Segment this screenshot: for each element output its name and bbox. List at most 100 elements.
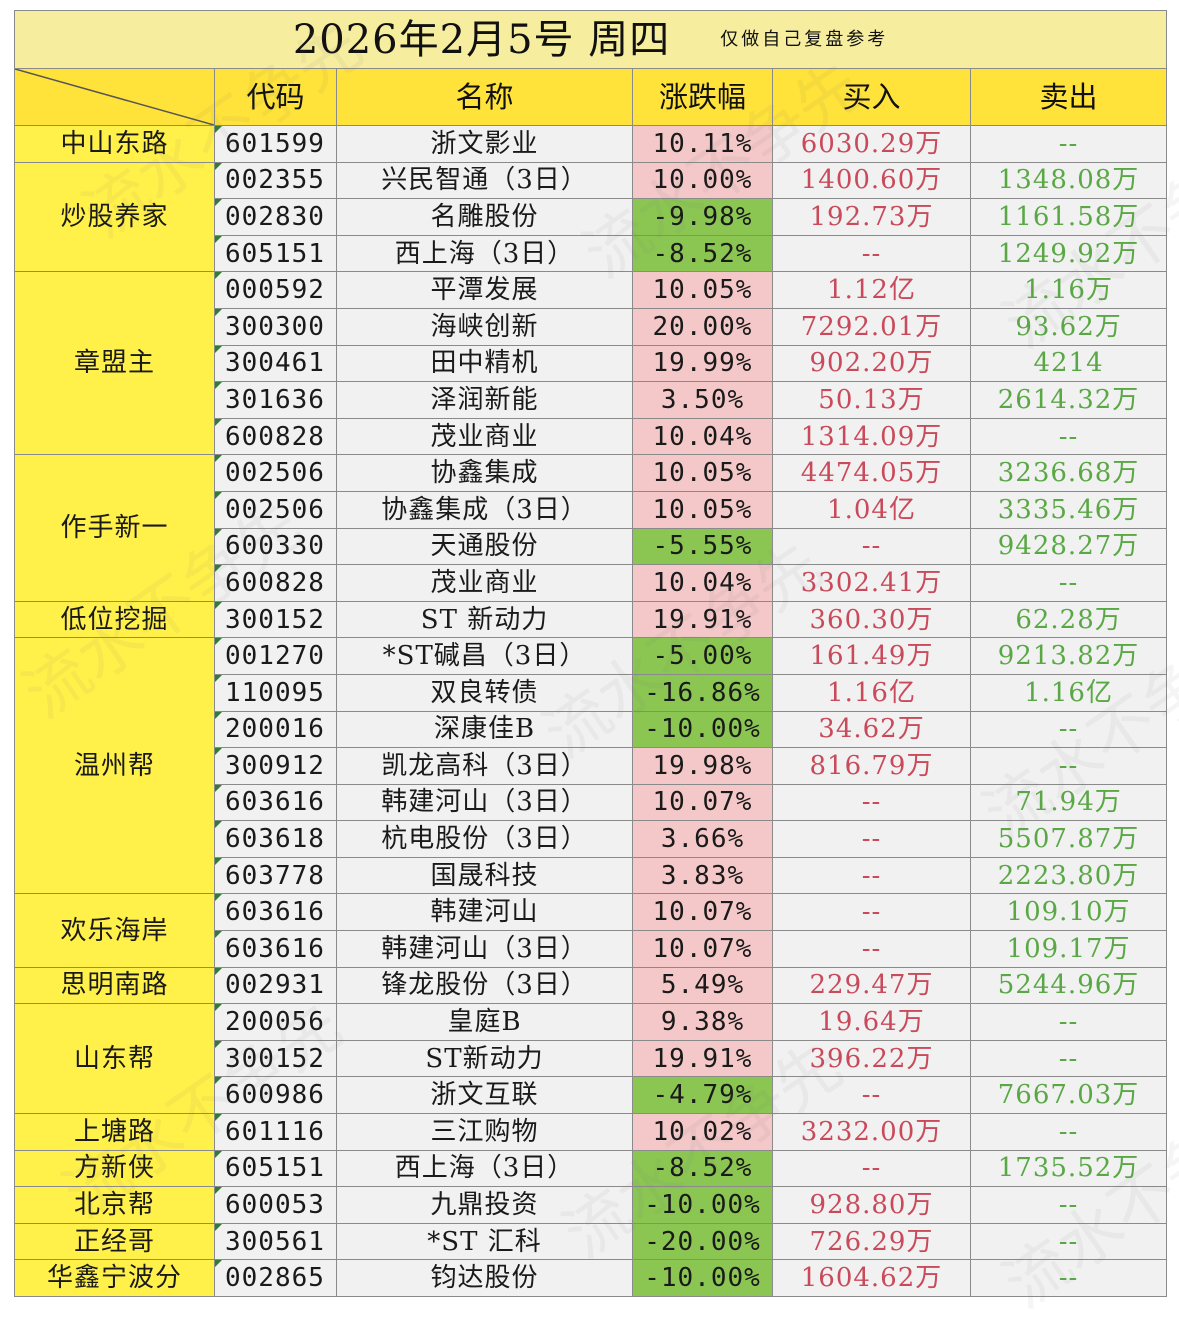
group-name-cell: 章盟主 (14, 271, 215, 456)
code-cell: 300152 (214, 1039, 337, 1078)
sell-amount-cell: -- (969, 1113, 1168, 1151)
code-cell: 605151 (214, 234, 337, 273)
stock-name-cell: 双良转债 (336, 673, 633, 712)
buy-amount-cell: 816.79万 (772, 747, 971, 785)
table-row: 002830 名雕股份 -9.98% 192.73万 1161.58万 (15, 198, 1168, 236)
sell-amount-cell: 1.16亿 (969, 673, 1168, 712)
sell-amount-cell: 9213.82万 (969, 637, 1168, 675)
buy-amount-cell: 1314.09万 (772, 417, 971, 456)
sell-amount-cell: -- (969, 710, 1168, 749)
code-cell: 300912 (214, 747, 337, 785)
buy-amount-cell: -- (772, 527, 971, 566)
change-cell: 20.00% (632, 307, 773, 346)
stock-name-cell: 锋龙股份（3日） (336, 966, 633, 1005)
stock-name-cell: 浙文影业 (336, 125, 633, 163)
stock-name-cell: 海峡创新 (336, 307, 633, 346)
group-name-cell: 北京帮 (14, 1186, 215, 1224)
stock-name-cell: 国晟科技 (336, 856, 633, 895)
buy-amount-cell: 6030.29万 (772, 125, 971, 163)
table-row: 603616 韩建河山（3日） 10.07% -- 109.17万 (15, 930, 1168, 968)
sell-amount-cell: 1348.08万 (969, 161, 1168, 200)
header-code: 代码 (214, 68, 337, 126)
code-cell: 603616 (214, 930, 337, 968)
table-row: 山东帮 200056 皇庭B 9.38% 19.64万 -- (14, 1003, 1168, 1115)
table-row: 思明南路 002931 锋龙股份（3日） 5.49% 229.47万 5244.96万 (14, 966, 1168, 1005)
sell-amount-cell: -- (969, 417, 1168, 456)
code-cell: 002830 (214, 198, 337, 236)
sell-amount-cell: 1.16万 (969, 271, 1168, 309)
group-name-cell: 温州帮 (14, 637, 215, 895)
table-row: 603618 杭电股份（3日） 3.66% -- 5507.87万 (15, 820, 1168, 858)
table-row: 300152 ST新动力 19.91% 396.22万 -- (15, 1039, 1168, 1078)
stock-name-cell: 西上海（3日） (336, 234, 633, 273)
group-name-cell: 炒股养家 (14, 161, 215, 273)
buy-amount-cell: -- (772, 783, 971, 822)
stock-name-cell: ST新动力 (336, 1039, 633, 1078)
code-cell: 601599 (214, 125, 337, 163)
group-name-cell: 低位挖掘 (14, 600, 215, 639)
sell-amount-cell: -- (969, 1186, 1168, 1224)
buy-amount-cell: 902.20万 (772, 344, 971, 383)
stock-name-cell: 协鑫集成（3日） (336, 490, 633, 529)
change-cell: -10.00% (632, 710, 773, 749)
stock-name-cell: 天通股份 (336, 527, 633, 566)
change-cell: 19.99% (632, 344, 773, 383)
table-row: 600828 茂业商业 10.04% 1314.09万 -- (15, 417, 1168, 456)
code-cell: 002506 (214, 454, 337, 492)
buy-amount-cell: 3302.41万 (772, 564, 971, 602)
buy-amount-cell: 396.22万 (772, 1039, 971, 1078)
sell-amount-cell: 71.94万 (969, 783, 1168, 822)
buy-amount-cell: 726.29万 (772, 1222, 971, 1261)
change-cell: 3.66% (632, 820, 773, 858)
change-cell: 10.11% (632, 125, 773, 163)
sheet-title: 2026年2月5号 周四 (292, 16, 671, 63)
stock-name-cell: ST 新动力 (336, 600, 633, 639)
code-cell: 600986 (214, 1076, 337, 1115)
group-name-cell: 山东帮 (14, 1003, 215, 1115)
sell-amount-cell: 2614.32万 (969, 381, 1168, 419)
change-cell: 10.04% (632, 417, 773, 456)
sell-amount-cell: -- (969, 564, 1168, 602)
change-cell: 19.91% (632, 600, 773, 639)
table-row: 300461 田中精机 19.99% 902.20万 4214 (15, 344, 1168, 383)
sheet-subtitle: 仅做自己复盘参考 (720, 28, 889, 50)
code-cell: 301636 (214, 381, 337, 419)
sell-amount-cell: 62.28万 (969, 600, 1168, 639)
change-cell: -5.55% (632, 527, 773, 566)
change-cell: 10.07% (632, 893, 773, 932)
group-name-cell: 华鑫宁波分 (14, 1259, 215, 1297)
change-cell: 10.07% (632, 783, 773, 822)
code-cell: 002506 (214, 490, 337, 529)
code-cell: 001270 (214, 637, 337, 675)
table-row: 方新侠 605151 西上海（3日） -8.52% -- 1735.52万 (14, 1149, 1168, 1188)
buy-amount-cell: 229.47万 (772, 966, 971, 1005)
header-buy: 买入 (772, 68, 971, 126)
code-cell: 000592 (214, 271, 337, 309)
stock-name-cell: 凯龙高科（3日） (336, 747, 633, 785)
table-row: 200016 深康佳B -10.00% 34.62万 -- (15, 710, 1168, 749)
sell-amount-cell: 3236.68万 (969, 454, 1168, 492)
table-row: 欢乐海岸 603616 韩建河山 10.07% -- 109.10万 (14, 893, 1168, 968)
code-cell: 600828 (214, 564, 337, 602)
buy-amount-cell: 360.30万 (772, 600, 971, 639)
group-name-cell: 欢乐海岸 (14, 893, 215, 968)
buy-amount-cell: -- (772, 1149, 971, 1188)
buy-amount-cell: 192.73万 (772, 198, 971, 236)
stock-name-cell: 钧达股份 (336, 1259, 633, 1297)
code-cell: 600053 (214, 1186, 337, 1224)
change-cell: 19.91% (632, 1039, 773, 1078)
change-cell: 3.83% (632, 856, 773, 895)
group-name-cell: 思明南路 (14, 966, 215, 1005)
change-cell: -8.52% (632, 1149, 773, 1188)
buy-amount-cell: 1.16亿 (772, 673, 971, 712)
header-row: 代码 名称 涨跌幅 买入 卖出 (14, 68, 1168, 126)
code-cell: 002865 (214, 1259, 337, 1297)
diagonal-line (15, 69, 214, 125)
code-cell: 002355 (214, 161, 337, 200)
stock-name-cell: 韩建河山 (336, 893, 633, 932)
table-row: 低位挖掘 300152 ST 新动力 19.91% 360.30万 62.28万 (14, 600, 1168, 639)
table-row: 正经哥 300561 *ST 汇科 -20.00% 726.29万 -- (14, 1222, 1168, 1261)
buy-amount-cell: -- (772, 856, 971, 895)
stock-name-cell: 韩建河山（3日） (336, 930, 633, 968)
code-cell: 300152 (214, 600, 337, 639)
